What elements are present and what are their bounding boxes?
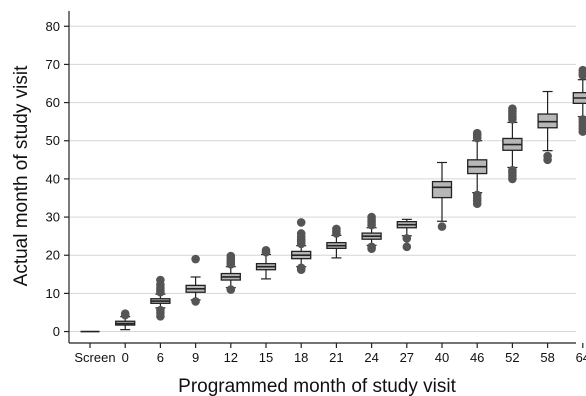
x-tick-label-Screen: Screen <box>74 350 115 365</box>
box-group-46 <box>467 128 488 209</box>
box-group-21 <box>326 224 347 259</box>
box-group-64 <box>572 65 586 136</box>
box-40 <box>431 180 453 199</box>
x-tick-label-9: 9 <box>192 350 199 365</box>
y-tick-label-20: 20 <box>46 248 60 263</box>
box-group-52 <box>502 104 523 184</box>
outlier-24-5 <box>367 244 376 254</box>
y-tick-label-60: 60 <box>46 95 60 110</box>
box-series <box>80 65 586 333</box>
outlier-18-5 <box>296 239 306 249</box>
outlier-18-0 <box>296 218 306 227</box>
outlier-12-4 <box>226 260 236 269</box>
box-group-27 <box>396 218 417 252</box>
x-tick-label-46: 46 <box>470 350 484 365</box>
box-group-58 <box>537 90 558 165</box>
outlier-21-2 <box>332 229 341 238</box>
gridlines <box>69 25 576 333</box>
outlier-0-1 <box>120 310 130 320</box>
outlier-27-1 <box>402 242 412 252</box>
outlier-12-5 <box>226 285 236 294</box>
x-tick-label-6: 6 <box>157 350 164 365</box>
y-tick-label-50: 50 <box>46 133 60 148</box>
box-group-6 <box>150 275 171 321</box>
outlier-27-0 <box>402 234 412 243</box>
outlier-64-7 <box>578 127 586 136</box>
box-group-15 <box>255 245 277 280</box>
box-group-0 <box>115 309 136 331</box>
outlier-9-1 <box>191 297 200 306</box>
y-axis-title: Actual month of study visit <box>11 65 32 286</box>
box-group-18 <box>291 218 312 275</box>
outlier-58-1 <box>543 155 552 165</box>
y-tick-labels: 0 10 20 30 40 50 60 70 80 <box>46 19 60 339</box>
outlier-46-6 <box>472 199 482 209</box>
outlier-18-7 <box>296 265 306 275</box>
outlier-40-0 <box>437 222 447 231</box>
outlier-15-1 <box>261 247 271 257</box>
outlier-6-7 <box>156 311 165 321</box>
x-tick-label-27: 27 <box>400 350 414 365</box>
outlier-64-2 <box>578 71 586 80</box>
x-tick-label-52: 52 <box>505 350 519 365</box>
x-tick-label-21: 21 <box>329 350 343 365</box>
y-tick-label-70: 70 <box>46 57 60 72</box>
x-tick-label-24: 24 <box>364 350 378 365</box>
outlier-24-3 <box>367 220 376 230</box>
x-axis-title: Programmed month of study visit <box>178 376 456 396</box>
x-tick-label-58: 58 <box>540 350 554 365</box>
outlier-52-4 <box>508 115 517 124</box>
outlier-46-2 <box>472 133 482 143</box>
box-group-24 <box>361 212 382 254</box>
box-group-12 <box>220 251 241 294</box>
x-tick-label-12: 12 <box>224 350 238 365</box>
x-tick-label-40: 40 <box>435 350 449 365</box>
box-group-40 <box>431 161 453 231</box>
outlier-9-0 <box>191 254 200 264</box>
box-group-9 <box>185 254 206 306</box>
x-tick-label-64: 64 <box>576 350 586 365</box>
outlier-6-4 <box>156 287 165 297</box>
x-tick-label-0: 0 <box>122 350 129 365</box>
x-tick-label-18: 18 <box>294 350 308 365</box>
y-tick-label-0: 0 <box>53 324 60 339</box>
y-tick-label-80: 80 <box>46 19 60 34</box>
y-tick-label-30: 30 <box>46 210 60 225</box>
outlier-52-8 <box>508 174 517 184</box>
x-tick-label-15: 15 <box>259 350 273 365</box>
y-tick-label-10: 10 <box>46 286 60 301</box>
x-tick-labels: Screen 0 6 9 12 15 18 21 24 27 40 46 52 58 64 <box>74 350 586 365</box>
y-tick-label-40: 40 <box>46 171 60 186</box>
axes <box>64 11 584 348</box>
